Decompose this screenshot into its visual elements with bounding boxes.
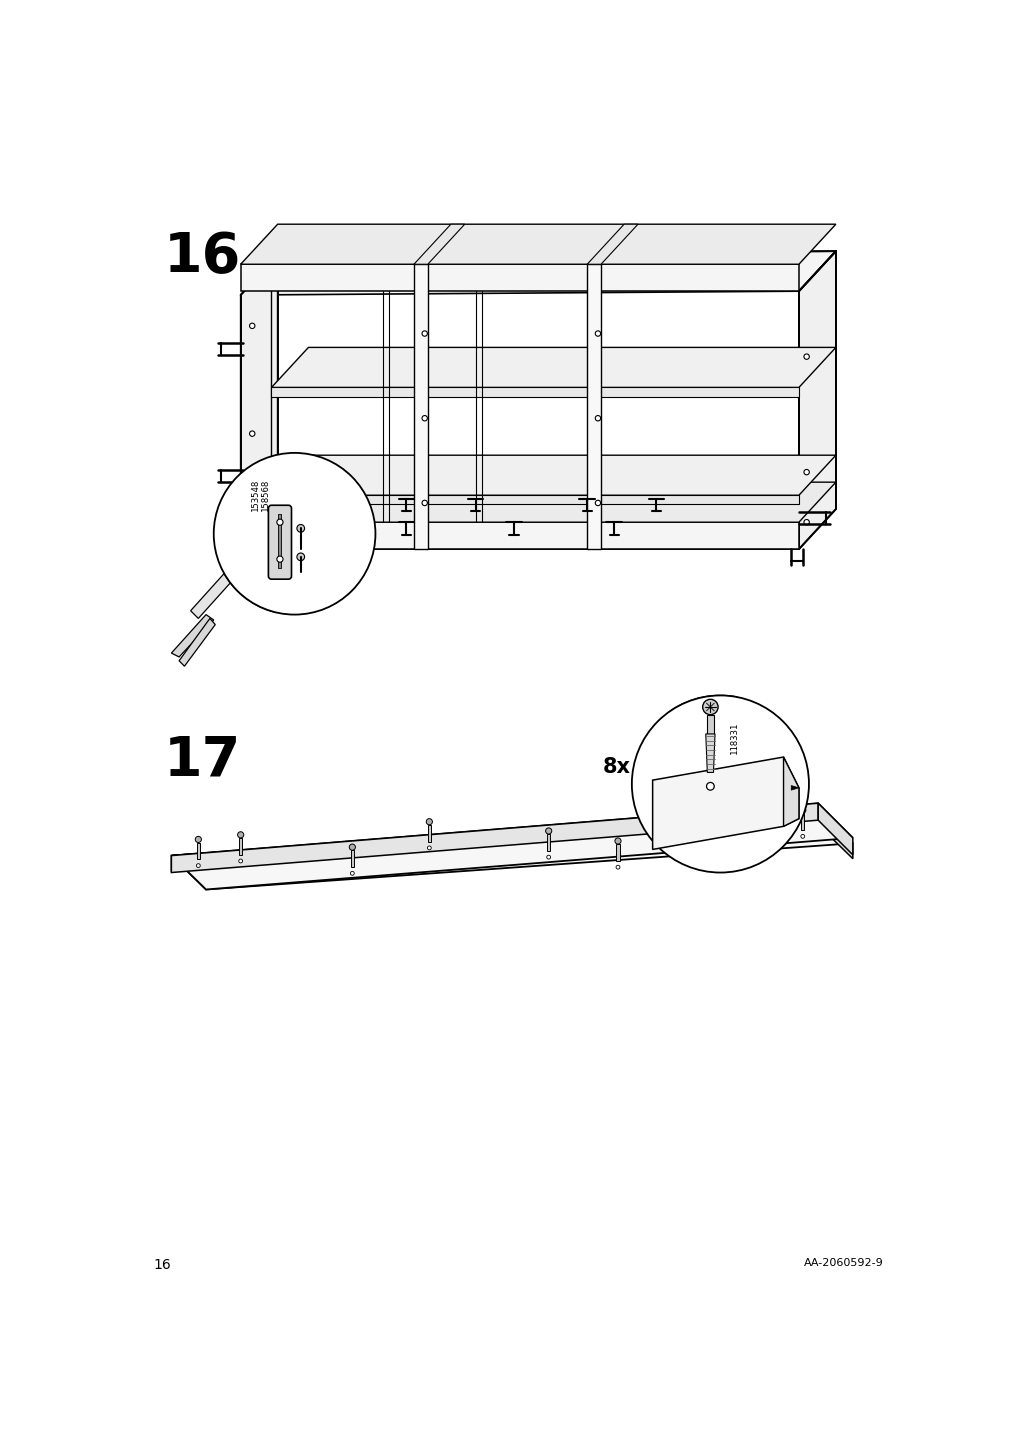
Circle shape (800, 835, 804, 838)
Polygon shape (241, 251, 835, 295)
Circle shape (239, 859, 243, 863)
Polygon shape (171, 614, 213, 657)
Polygon shape (817, 803, 852, 855)
Polygon shape (705, 735, 715, 772)
Polygon shape (271, 388, 798, 397)
Circle shape (422, 415, 427, 421)
Circle shape (799, 808, 805, 813)
Polygon shape (241, 523, 798, 548)
Polygon shape (241, 265, 798, 291)
Text: 153548
158568: 153548 158568 (251, 480, 270, 511)
Polygon shape (171, 803, 852, 889)
Polygon shape (586, 265, 601, 548)
Polygon shape (616, 843, 619, 861)
Circle shape (250, 324, 255, 328)
Circle shape (594, 500, 601, 505)
Circle shape (706, 782, 714, 790)
Polygon shape (241, 255, 277, 548)
Circle shape (731, 843, 735, 848)
Polygon shape (271, 348, 835, 388)
Text: 118331: 118331 (729, 722, 738, 753)
Circle shape (349, 843, 355, 851)
FancyBboxPatch shape (268, 505, 291, 579)
Circle shape (277, 520, 283, 526)
Circle shape (427, 846, 431, 849)
Polygon shape (171, 809, 852, 889)
Polygon shape (783, 758, 798, 826)
Polygon shape (428, 825, 431, 842)
Polygon shape (817, 809, 852, 859)
Circle shape (546, 855, 550, 859)
Polygon shape (801, 813, 804, 831)
Text: 8x: 8x (602, 758, 630, 778)
Polygon shape (271, 495, 798, 504)
Circle shape (213, 453, 375, 614)
Bar (277, 514, 281, 569)
Polygon shape (171, 809, 817, 871)
Text: 16: 16 (164, 229, 241, 284)
Polygon shape (547, 833, 550, 851)
Polygon shape (221, 556, 258, 579)
Polygon shape (179, 619, 215, 666)
Polygon shape (171, 803, 817, 872)
Polygon shape (196, 842, 199, 859)
Text: 16: 16 (154, 1257, 171, 1272)
Polygon shape (706, 715, 714, 735)
Circle shape (238, 832, 244, 838)
Polygon shape (586, 225, 637, 265)
Polygon shape (271, 455, 835, 495)
Polygon shape (791, 786, 798, 790)
Polygon shape (239, 838, 242, 855)
Polygon shape (413, 265, 428, 548)
Circle shape (296, 553, 304, 561)
Circle shape (277, 556, 283, 563)
Polygon shape (190, 573, 233, 619)
Circle shape (195, 836, 201, 842)
Circle shape (702, 699, 718, 715)
Text: 8x: 8x (241, 475, 268, 495)
Polygon shape (241, 225, 835, 265)
Circle shape (422, 500, 427, 505)
Circle shape (803, 470, 809, 475)
Text: 17: 17 (164, 735, 241, 788)
Polygon shape (798, 251, 835, 548)
Circle shape (196, 863, 200, 868)
Circle shape (730, 816, 736, 822)
Circle shape (594, 415, 601, 421)
Circle shape (250, 431, 255, 437)
Circle shape (296, 524, 304, 533)
Circle shape (545, 828, 551, 833)
Circle shape (803, 520, 809, 526)
Circle shape (250, 508, 255, 513)
Polygon shape (241, 483, 835, 523)
Circle shape (615, 838, 621, 843)
Circle shape (594, 331, 601, 337)
Circle shape (631, 696, 808, 872)
Circle shape (422, 331, 427, 337)
Polygon shape (351, 851, 354, 868)
Circle shape (616, 865, 620, 869)
Circle shape (426, 819, 432, 825)
Polygon shape (413, 225, 464, 265)
Circle shape (803, 354, 809, 359)
Text: AA-2060592-9: AA-2060592-9 (803, 1257, 883, 1267)
Polygon shape (731, 822, 734, 839)
Circle shape (350, 872, 354, 875)
Polygon shape (652, 758, 798, 849)
